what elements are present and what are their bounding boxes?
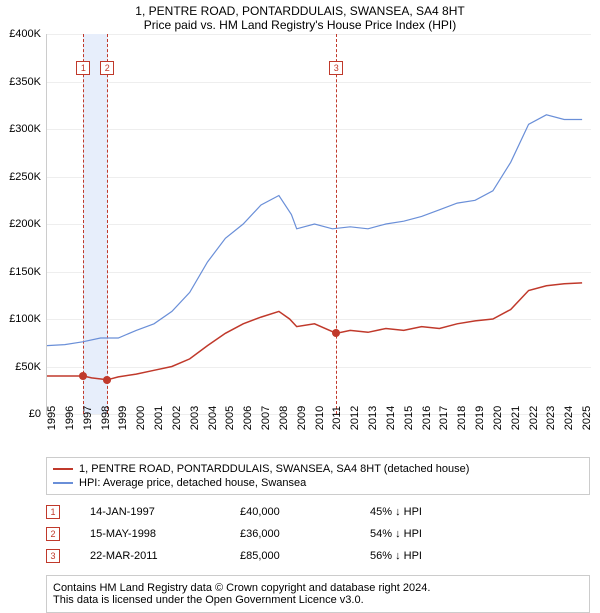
legend-item: HPI: Average price, detached house, Swan… [53, 476, 583, 490]
chart-subtitle: Price paid vs. HM Land Registry's House … [0, 18, 600, 34]
x-tick-label: 2018 [456, 406, 468, 430]
x-tick-label: 1998 [100, 406, 112, 430]
x-tick-label: 2009 [296, 406, 308, 430]
sale-row: 2 15-MAY-1998£36,00054% ↓ HPI [46, 523, 590, 545]
x-tick-label: 2021 [510, 406, 522, 430]
y-tick-label: £250K [1, 171, 41, 183]
x-axis-labels: 1995199619971998199920002001200220032004… [46, 415, 590, 453]
x-tick-label: 2016 [421, 406, 433, 430]
x-tick-label: 2019 [474, 406, 486, 430]
legend-swatch [53, 468, 73, 470]
sale-row-date: 22-MAR-2011 [90, 550, 240, 562]
x-tick-label: 1995 [46, 406, 58, 430]
x-tick-label: 2000 [135, 406, 147, 430]
x-tick-label: 2010 [314, 406, 326, 430]
series-hpi [47, 115, 582, 346]
sale-row-delta: 54% ↓ HPI [370, 528, 590, 540]
sale-row-delta: 56% ↓ HPI [370, 550, 590, 562]
x-tick-label: 2024 [563, 406, 575, 430]
sale-row-marker: 3 [46, 549, 60, 563]
x-tick-label: 2003 [189, 406, 201, 430]
x-tick-label: 1997 [82, 406, 94, 430]
x-tick-label: 1999 [117, 406, 129, 430]
chart-plot-area: £0£50K£100K£150K£200K£250K£300K£350K£400… [46, 34, 591, 415]
y-tick-label: £400K [1, 28, 41, 40]
line-series-svg [47, 34, 591, 414]
sale-row-marker: 2 [46, 527, 60, 541]
x-tick-label: 2001 [153, 406, 165, 430]
sale-row-price: £85,000 [240, 550, 370, 562]
x-tick-label: 2002 [171, 406, 183, 430]
x-tick-label: 2013 [367, 406, 379, 430]
footer-line-1: Contains HM Land Registry data © Crown c… [53, 582, 583, 594]
x-tick-label: 2025 [581, 406, 593, 430]
chart-title: 1, PENTRE ROAD, PONTARDDULAIS, SWANSEA, … [0, 0, 600, 18]
y-tick-label: £200K [1, 218, 41, 230]
legend-swatch [53, 482, 73, 484]
legend-label: 1, PENTRE ROAD, PONTARDDULAIS, SWANSEA, … [79, 463, 469, 475]
sale-row-marker: 1 [46, 505, 60, 519]
legend-box: 1, PENTRE ROAD, PONTARDDULAIS, SWANSEA, … [46, 457, 590, 495]
x-tick-label: 2020 [492, 406, 504, 430]
x-tick-label: 2007 [260, 406, 272, 430]
x-tick-label: 2011 [331, 406, 343, 430]
attribution-footer: Contains HM Land Registry data © Crown c… [46, 575, 590, 613]
sale-row-date: 15-MAY-1998 [90, 528, 240, 540]
sale-row: 3 22-MAR-2011£85,00056% ↓ HPI [46, 545, 590, 567]
y-tick-label: £50K [1, 361, 41, 373]
sale-row-delta: 45% ↓ HPI [370, 506, 590, 518]
x-tick-label: 2015 [403, 406, 415, 430]
sale-row-price: £40,000 [240, 506, 370, 518]
x-tick-label: 2005 [224, 406, 236, 430]
series-price_paid [47, 283, 582, 380]
y-tick-label: £100K [1, 313, 41, 325]
sale-points-table: 1 14-JAN-1997£40,00045% ↓ HPI 2 15-MAY-1998… [46, 501, 590, 567]
x-tick-label: 1996 [64, 406, 76, 430]
y-tick-label: £350K [1, 76, 41, 88]
x-tick-label: 2006 [242, 406, 254, 430]
x-tick-label: 2014 [385, 406, 397, 430]
x-tick-label: 2008 [278, 406, 290, 430]
sale-row: 1 14-JAN-1997£40,00045% ↓ HPI [46, 501, 590, 523]
x-tick-label: 2023 [545, 406, 557, 430]
y-tick-label: £300K [1, 123, 41, 135]
x-tick-label: 2017 [438, 406, 450, 430]
y-tick-label: £0 [1, 408, 41, 420]
sale-row-date: 14-JAN-1997 [90, 506, 240, 518]
footer-line-2: This data is licensed under the Open Gov… [53, 594, 583, 606]
x-tick-label: 2022 [528, 406, 540, 430]
legend-item: 1, PENTRE ROAD, PONTARDDULAIS, SWANSEA, … [53, 462, 583, 476]
x-tick-label: 2004 [207, 406, 219, 430]
y-tick-label: £150K [1, 266, 41, 278]
legend-label: HPI: Average price, detached house, Swan… [79, 477, 306, 489]
sale-row-price: £36,000 [240, 528, 370, 540]
x-tick-label: 2012 [349, 406, 361, 430]
